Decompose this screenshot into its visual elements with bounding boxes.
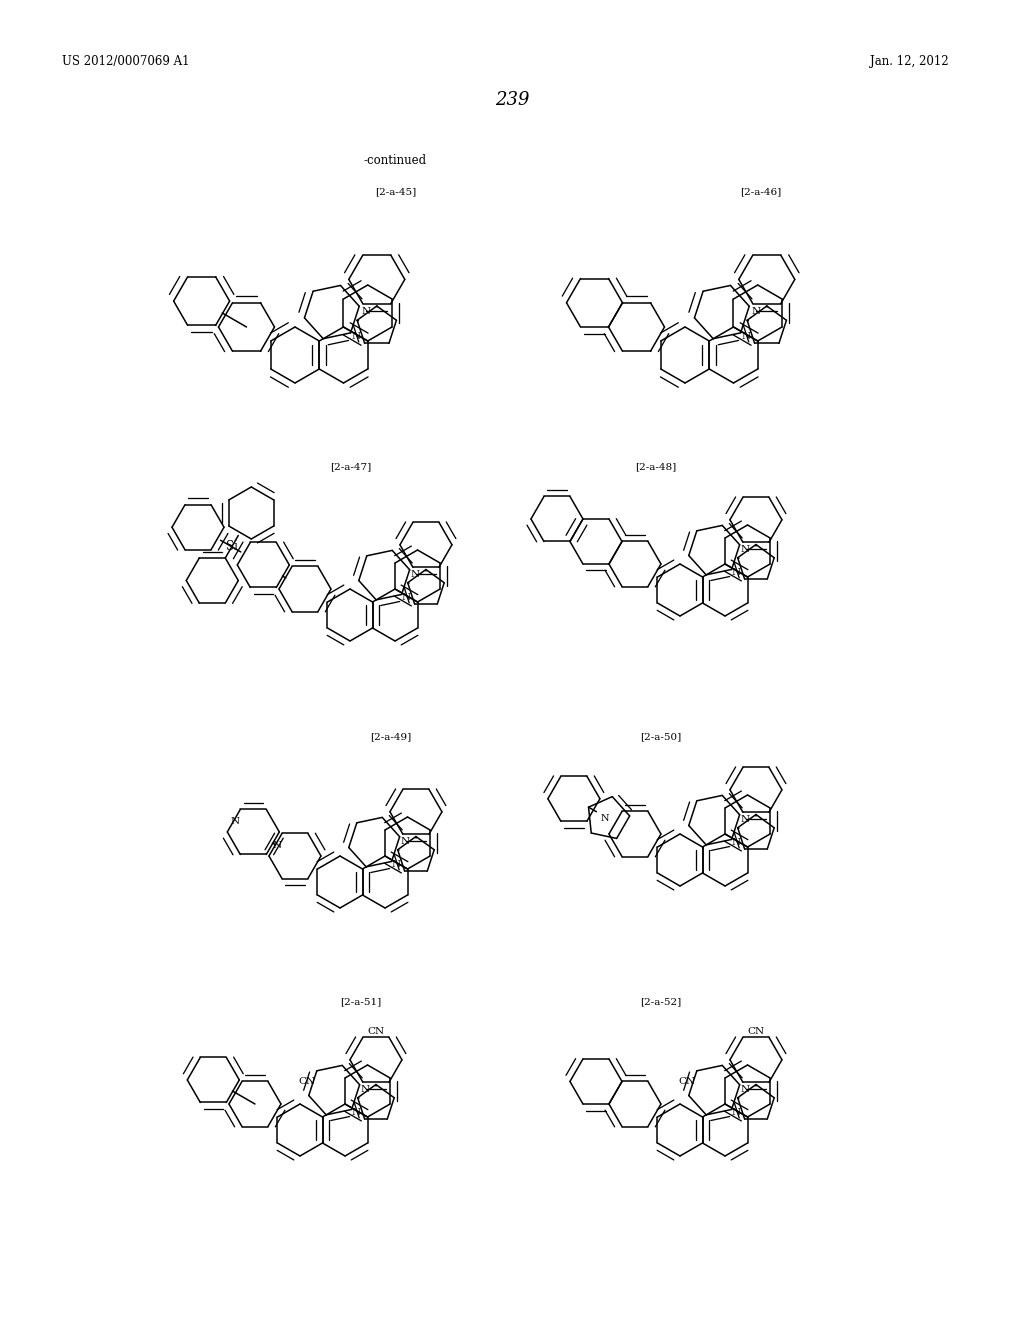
Text: CN: CN [679, 1077, 695, 1086]
Text: CN: CN [368, 1027, 384, 1036]
Text: N: N [732, 1107, 741, 1117]
Text: N: N [361, 306, 370, 315]
Text: [2-a-46]: [2-a-46] [740, 187, 781, 197]
Text: N: N [411, 570, 420, 578]
Text: [2-a-48]: [2-a-48] [635, 462, 676, 471]
Text: US 2012/0007069 A1: US 2012/0007069 A1 [62, 55, 189, 69]
Text: CN: CN [298, 1077, 315, 1086]
Text: N: N [272, 841, 282, 850]
Text: N: N [741, 545, 751, 553]
Text: N: N [732, 838, 741, 847]
Text: N: N [392, 859, 401, 869]
Text: N: N [741, 814, 751, 824]
Text: [2-a-49]: [2-a-49] [370, 733, 412, 742]
Text: Si: Si [226, 540, 238, 553]
Text: [2-a-52]: [2-a-52] [640, 998, 681, 1006]
Text: CN: CN [748, 1027, 765, 1036]
Text: [2-a-47]: [2-a-47] [330, 462, 372, 471]
Text: [2-a-51]: [2-a-51] [340, 998, 381, 1006]
Text: N: N [741, 331, 751, 341]
Text: N: N [751, 306, 760, 315]
Text: N: N [402, 593, 411, 602]
Text: N: N [401, 837, 411, 846]
Text: 239: 239 [495, 91, 529, 110]
Text: [2-a-50]: [2-a-50] [640, 733, 681, 742]
Text: [2-a-45]: [2-a-45] [375, 187, 416, 197]
Text: N: N [732, 568, 741, 577]
Text: Jan. 12, 2012: Jan. 12, 2012 [870, 55, 948, 69]
Text: N: N [352, 1107, 361, 1117]
Text: N: N [230, 817, 240, 826]
Text: N: N [601, 813, 609, 822]
Text: N: N [741, 1085, 751, 1094]
Text: N: N [361, 1085, 370, 1094]
Text: N: N [351, 331, 360, 341]
Text: -continued: -continued [364, 153, 427, 166]
